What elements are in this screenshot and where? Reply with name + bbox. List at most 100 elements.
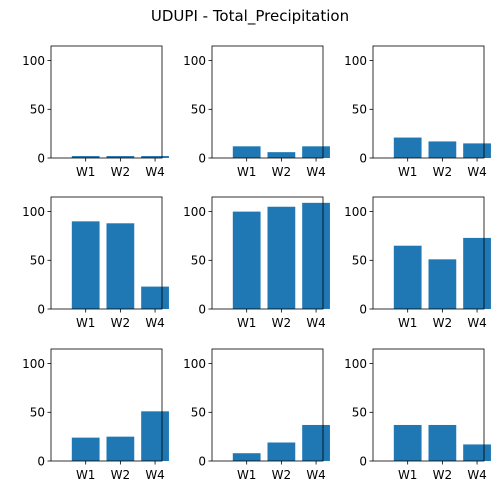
x-tick-label: W4 bbox=[306, 468, 326, 482]
bar-w1 bbox=[393, 424, 422, 461]
x-tick-label: W1 bbox=[398, 468, 418, 482]
x-tick-label: W4 bbox=[467, 165, 487, 179]
bar-w4 bbox=[463, 444, 491, 461]
axes-frame bbox=[372, 348, 485, 462]
axes-frame bbox=[211, 196, 324, 310]
bar-w2 bbox=[267, 206, 296, 309]
bar-w2 bbox=[267, 442, 296, 461]
x-tick-label: W2 bbox=[111, 316, 131, 330]
x-tick-label: W1 bbox=[76, 468, 96, 482]
x-tick-label: W1 bbox=[237, 316, 257, 330]
y-tick-label: 100 bbox=[22, 54, 45, 68]
bar-w1 bbox=[232, 453, 261, 461]
axes-frame bbox=[211, 348, 324, 462]
axes-frame bbox=[50, 196, 163, 310]
x-tick-label: W2 bbox=[111, 468, 131, 482]
subplot-3: 0 50 100 W1 W2 W4 bbox=[344, 45, 491, 179]
x-tick-label: W1 bbox=[237, 165, 257, 179]
y-tick-label: 0 bbox=[198, 151, 206, 165]
y-tick-label: 100 bbox=[22, 357, 45, 371]
subplot-9: 0 50 100 W1 W2 W4 bbox=[344, 348, 491, 482]
y-tick-label: 0 bbox=[359, 454, 367, 468]
y-tick-label: 0 bbox=[37, 454, 45, 468]
axes-frame bbox=[211, 45, 324, 159]
bar-w2 bbox=[428, 424, 457, 461]
subplot-7: 0 50 100 W1 W2 W4 bbox=[22, 348, 169, 482]
y-tick-label: 50 bbox=[191, 103, 206, 117]
subplot-1: 0 50 100 W1 W2 W4 bbox=[22, 45, 169, 179]
x-tick-label: W2 bbox=[433, 316, 453, 330]
bar-w4 bbox=[141, 411, 169, 461]
y-tick-label: 100 bbox=[183, 205, 206, 219]
x-tick-label: W1 bbox=[398, 316, 418, 330]
y-tick-label: 0 bbox=[359, 302, 367, 316]
y-tick-label: 100 bbox=[22, 205, 45, 219]
x-tick-label: W2 bbox=[272, 165, 292, 179]
bar-w4 bbox=[302, 202, 330, 309]
x-tick-label: W2 bbox=[111, 165, 131, 179]
bar-w4 bbox=[463, 143, 491, 158]
axes-frame bbox=[372, 45, 485, 159]
bar-w1 bbox=[71, 437, 100, 461]
bar-w2 bbox=[106, 156, 135, 158]
bar-w2 bbox=[428, 259, 457, 309]
y-tick-label: 100 bbox=[344, 357, 367, 371]
bar-w4 bbox=[463, 237, 491, 309]
x-tick-label: W4 bbox=[145, 316, 165, 330]
bar-w4 bbox=[141, 156, 169, 158]
y-tick-label: 100 bbox=[183, 54, 206, 68]
x-tick-label: W4 bbox=[145, 468, 165, 482]
axes-frame bbox=[50, 45, 163, 159]
y-tick-label: 100 bbox=[344, 54, 367, 68]
x-tick-label: W1 bbox=[76, 165, 96, 179]
axes-frame bbox=[372, 196, 485, 310]
y-tick-label: 0 bbox=[37, 151, 45, 165]
y-tick-label: 50 bbox=[30, 406, 45, 420]
bar-w1 bbox=[232, 146, 261, 158]
subplot-8: 0 50 100 W1 W2 W4 bbox=[183, 348, 330, 482]
bar-w1 bbox=[393, 137, 422, 158]
x-tick-label: W4 bbox=[467, 468, 487, 482]
bar-w1 bbox=[232, 211, 261, 309]
axes-frame bbox=[50, 348, 163, 462]
x-tick-label: W4 bbox=[306, 316, 326, 330]
y-tick-label: 100 bbox=[183, 357, 206, 371]
y-tick-label: 50 bbox=[191, 254, 206, 268]
bar-w1 bbox=[71, 156, 100, 158]
subplot-4: 0 50 100 W1 W2 W4 bbox=[22, 196, 169, 330]
x-tick-label: W1 bbox=[398, 165, 418, 179]
x-tick-label: W2 bbox=[433, 165, 453, 179]
x-tick-label: W2 bbox=[272, 468, 292, 482]
bar-w2 bbox=[267, 152, 296, 158]
figure-title: UDUPI - Total_Precipitation bbox=[150, 7, 350, 25]
y-tick-label: 50 bbox=[352, 406, 367, 420]
bar-w2 bbox=[106, 436, 135, 461]
bar-w2 bbox=[106, 223, 135, 309]
bar-w1 bbox=[71, 221, 100, 309]
y-tick-label: 50 bbox=[30, 103, 45, 117]
subplot-2: 0 50 100 W1 W2 W4 bbox=[183, 45, 330, 179]
x-tick-label: W1 bbox=[237, 468, 257, 482]
y-tick-label: 0 bbox=[198, 454, 206, 468]
x-tick-label: W4 bbox=[145, 165, 165, 179]
bar-w2 bbox=[428, 141, 457, 158]
bar-w4 bbox=[141, 286, 169, 309]
x-tick-label: W4 bbox=[306, 165, 326, 179]
x-tick-label: W2 bbox=[433, 468, 453, 482]
bar-w4 bbox=[302, 424, 330, 461]
y-tick-label: 50 bbox=[352, 103, 367, 117]
x-tick-label: W4 bbox=[467, 316, 487, 330]
x-tick-label: W1 bbox=[76, 316, 96, 330]
bar-w4 bbox=[302, 146, 330, 158]
y-tick-label: 0 bbox=[37, 302, 45, 316]
y-tick-label: 50 bbox=[352, 254, 367, 268]
x-tick-label: W2 bbox=[272, 316, 292, 330]
y-tick-label: 100 bbox=[344, 205, 367, 219]
bar-w1 bbox=[393, 245, 422, 309]
y-tick-label: 50 bbox=[191, 406, 206, 420]
y-tick-label: 50 bbox=[30, 254, 45, 268]
y-tick-label: 0 bbox=[198, 302, 206, 316]
subplot-5: 0 50 100 W1 W2 W4 bbox=[183, 196, 330, 330]
y-tick-label: 0 bbox=[359, 151, 367, 165]
